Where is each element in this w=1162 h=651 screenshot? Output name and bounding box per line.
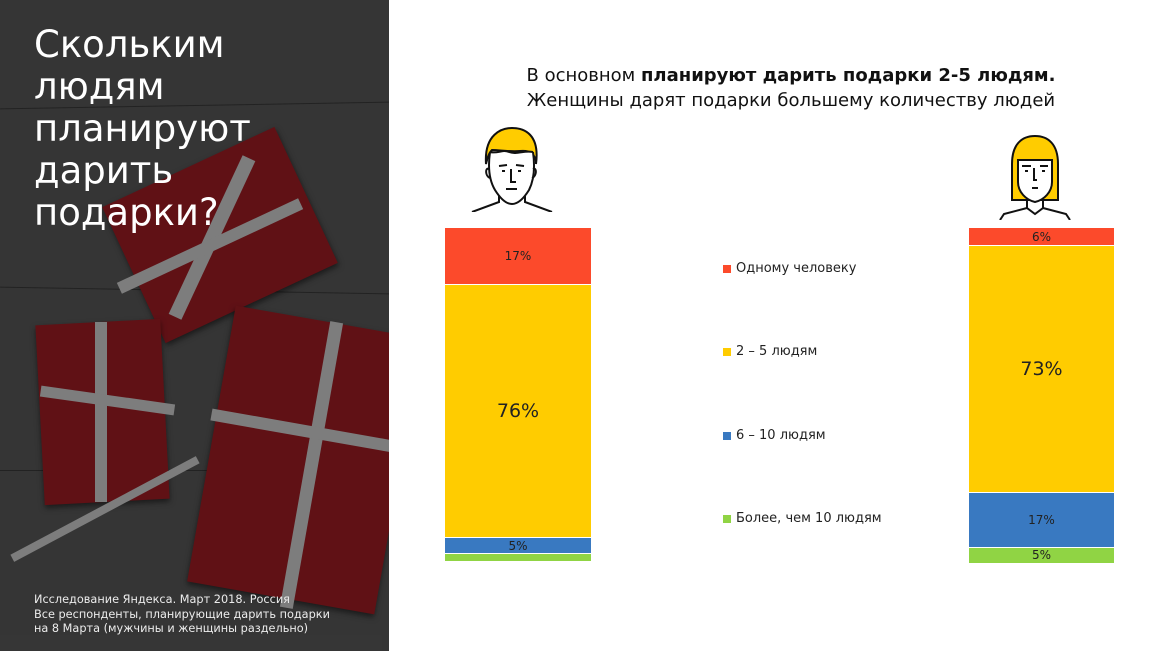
gift-ribbon [95,322,107,502]
legend-label: Одному человеку [736,261,857,276]
title-line: планируют [34,107,251,150]
bar-segment-2-5-people: 76% [445,284,591,538]
bar-segment-6-10-people: 17% [969,492,1114,548]
legend-swatch-yellow [723,347,731,356]
footnote-line: на 8 Марта (мужчины и женщины раздельно) [34,622,309,635]
page-title: Скольким людям планируют дарить подарки? [34,24,364,234]
headline-bold: планируют дарить подарки 2-5 людям. [640,65,1056,86]
legend-item-one-person: Одному человеку [723,261,856,276]
woman-avatar-icon [999,134,1071,220]
bar-segment-more-than-10 [445,554,591,561]
title-line: подарки? [34,191,219,234]
men-stacked-bar: 17% 76% 5% [445,228,591,561]
legend-label: Более, чем 10 людям [736,511,882,526]
bar-segment-2-5-people: 73% [969,246,1114,493]
headline-regular: В основном [526,65,641,86]
title-line: Скольким [34,23,225,66]
legend-label: 2 – 5 людям [736,344,818,359]
legend-swatch-red [723,264,731,273]
women-stacked-bar: 6% 73% 17% 5% [969,228,1114,563]
headline-line-1: В основном планируют дарить подарки 2-5 … [420,63,1162,88]
headline-line-2: Женщины дарят подарки большему количеств… [526,90,1056,111]
footnote-line: Исследование Яндекса. Март 2018. Россия [34,593,290,606]
left-photo-panel: Скольким людям планируют дарить подарки?… [0,0,389,651]
wood-grain [0,470,389,471]
legend-item-6-10-people: 6 – 10 людям [723,428,826,443]
man-avatar-icon [471,126,553,212]
bar-segment-one-person: 6% [969,228,1114,247]
source-footnote: Исследование Яндекса. Март 2018. Россия … [34,593,330,637]
bar-segment-one-person: 17% [445,228,591,285]
title-line: дарить [34,149,174,192]
chart-headline: В основном планируют дарить подарки 2-5 … [420,63,1162,113]
photo-overlay [0,0,389,651]
title-line: людям [34,65,165,108]
bar-segment-more-than-10: 5% [969,547,1114,563]
legend-item-more-than-10: Более, чем 10 людям [723,511,882,526]
legend-label: 6 – 10 людям [736,428,826,443]
legend-swatch-green [723,514,731,523]
legend-swatch-blue [723,431,731,440]
footnote-line: Все респонденты, планирующие дарить пода… [34,607,330,621]
legend-item-2-5-people: 2 – 5 людям [723,344,817,359]
bar-segment-6-10-people: 5% [445,537,591,555]
